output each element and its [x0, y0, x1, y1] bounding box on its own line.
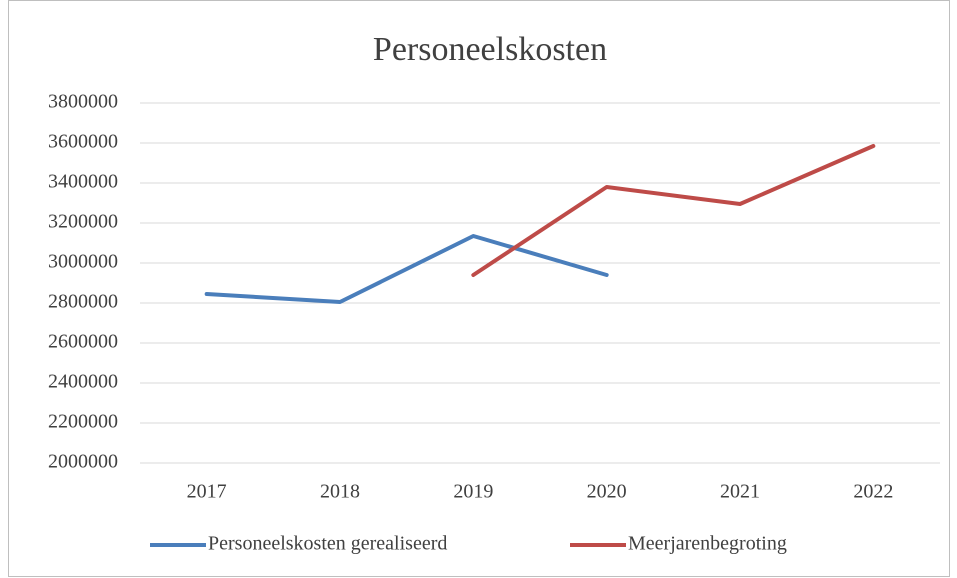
- x-tick-label: 2022: [853, 481, 893, 503]
- y-tick-label: 3600000: [48, 131, 118, 153]
- x-tick-label: 2019: [453, 481, 493, 503]
- chart-frame: [8, 0, 950, 577]
- chart-title: Personeelskosten: [373, 31, 607, 68]
- series-line: [204, 234, 609, 304]
- y-tick-label: 2600000: [48, 331, 118, 353]
- legend-label: Personeelskosten gerealiseerd: [208, 533, 447, 555]
- legend-label: Meerjarenbegroting: [628, 533, 787, 555]
- y-tick-label: 3400000: [48, 171, 118, 193]
- y-tick-label: 2200000: [48, 411, 118, 433]
- y-tick-label: 2400000: [48, 371, 118, 393]
- x-tick-label: 2021: [720, 481, 760, 503]
- y-tick-label: 3000000: [48, 251, 118, 273]
- y-tick-label: 2000000: [48, 451, 118, 473]
- x-tick-label: 2017: [187, 481, 227, 503]
- x-tick-label: 2018: [320, 481, 360, 503]
- x-tick-label: 2020: [587, 481, 627, 503]
- y-tick-label: 3800000: [48, 91, 118, 113]
- y-tick-label: 2800000: [48, 291, 118, 313]
- series-line: [471, 144, 876, 277]
- y-tick-label: 3200000: [48, 211, 118, 233]
